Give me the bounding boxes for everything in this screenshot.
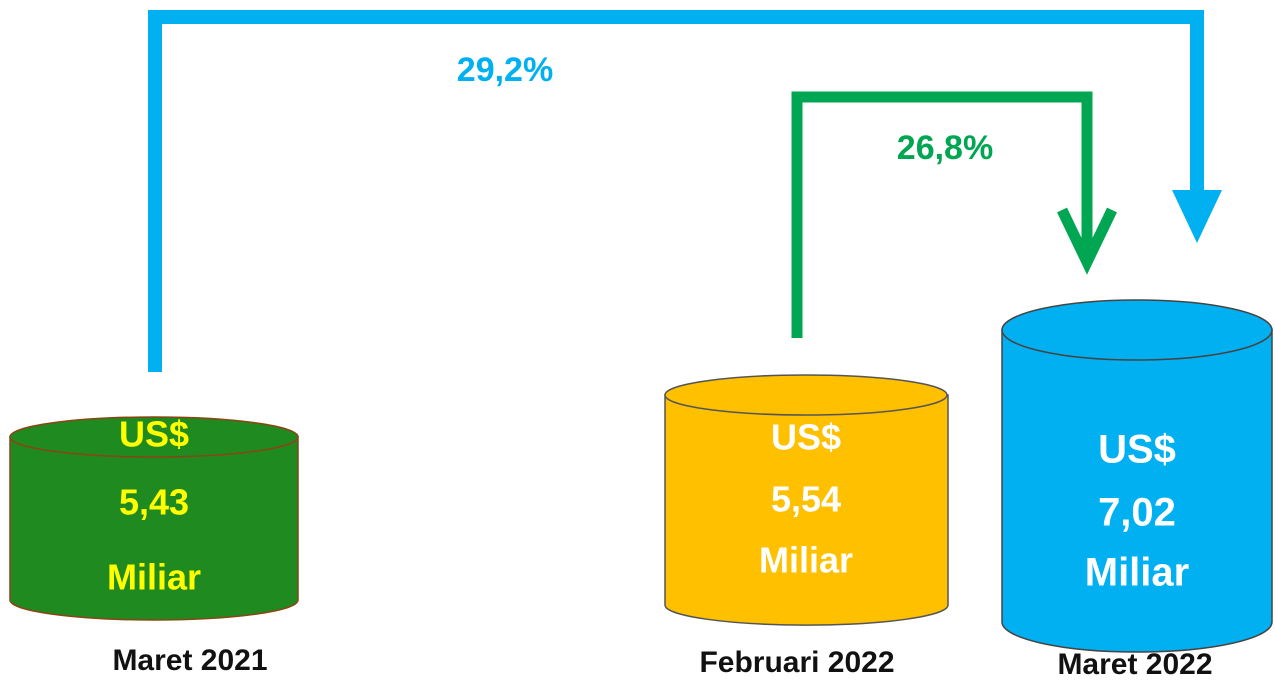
currency: US$ bbox=[771, 417, 841, 458]
change-arrow bbox=[791, 91, 1093, 338]
unit: Miliar bbox=[1085, 551, 1189, 595]
unit: Miliar bbox=[759, 540, 853, 581]
arrow-head bbox=[1172, 190, 1222, 243]
unit: Miliar bbox=[107, 557, 201, 598]
cylinder: US$ 5,54 Miliar bbox=[664, 374, 949, 626]
change-label: 26,8% bbox=[897, 129, 993, 167]
amount: 5,54 bbox=[771, 479, 841, 520]
currency: US$ bbox=[1098, 428, 1176, 472]
period-label: Maret 2021 bbox=[112, 644, 267, 677]
arrow-head bbox=[1057, 207, 1117, 275]
amount: 7,02 bbox=[1098, 491, 1176, 535]
amount: 5,43 bbox=[119, 482, 189, 523]
currency: US$ bbox=[119, 414, 189, 455]
period-label: Februari 2022 bbox=[699, 646, 894, 679]
change-arrow bbox=[148, 10, 1204, 372]
change-label: 29,2% bbox=[457, 51, 553, 89]
period-label: Maret 2022 bbox=[1057, 648, 1212, 681]
cylinder: US$ 7,02 Miliar bbox=[1001, 299, 1273, 653]
cylinder: US$ 5,43 Miliar bbox=[9, 414, 299, 621]
